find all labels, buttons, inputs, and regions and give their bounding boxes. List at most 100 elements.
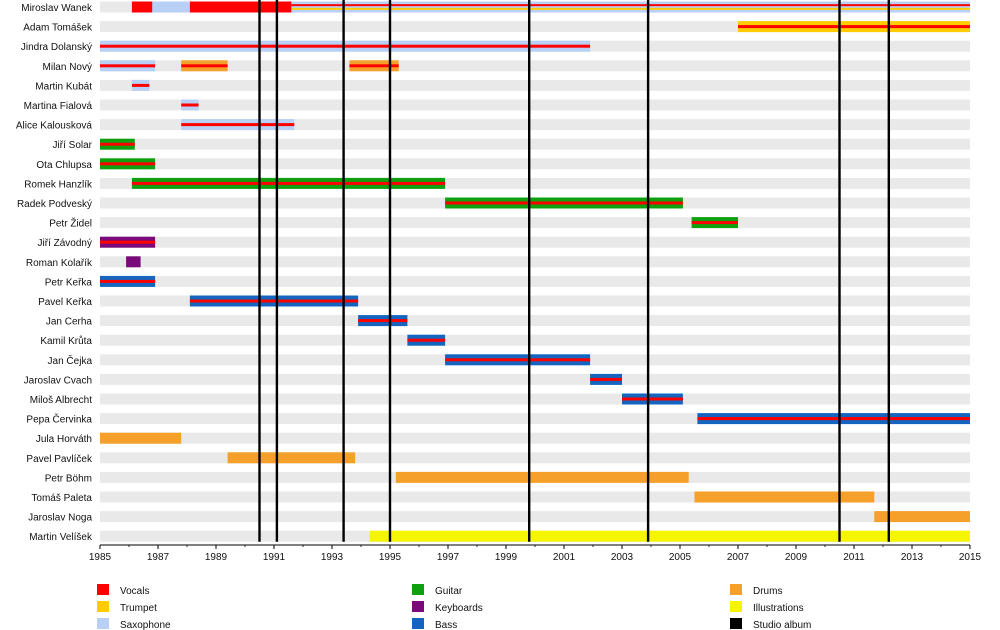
member-name-label: Ota Chlupsa xyxy=(36,160,92,171)
member-name-label: Jiří Solar xyxy=(53,140,93,151)
member-bar-drums xyxy=(395,471,689,483)
role-stripe-vocals xyxy=(590,377,622,381)
member-bar-drums xyxy=(227,452,356,464)
row-background xyxy=(100,21,970,33)
role-stripe-vocals xyxy=(131,181,446,185)
x-tick-label: 2009 xyxy=(785,552,808,563)
row-background xyxy=(100,79,970,91)
legend-swatch-saxophone xyxy=(97,618,109,629)
x-tick-label: 1997 xyxy=(437,552,460,563)
row-background xyxy=(100,511,970,523)
member-name-label: Miroslav Wanek xyxy=(21,3,93,14)
member-name-label: Jaroslav Cvach xyxy=(24,375,92,386)
row-background xyxy=(100,275,970,287)
role-stripe-vocals xyxy=(407,338,446,342)
x-tick-label: 1985 xyxy=(89,552,112,563)
role-stripe-vocals xyxy=(445,358,591,362)
member-name-label: Jiří Závodný xyxy=(38,238,92,249)
row-background xyxy=(100,315,970,327)
member-name-label: Jaroslav Noga xyxy=(28,513,92,524)
x-tick-label: 2001 xyxy=(553,552,576,563)
member-name-label: Petr Böhm xyxy=(45,473,92,484)
member-name-label: Pepa Červinka xyxy=(26,413,92,426)
member-bar-saxophone xyxy=(152,1,190,13)
x-tick-label: 2007 xyxy=(727,552,750,563)
row-background xyxy=(100,393,970,405)
member-bar-drums xyxy=(874,511,970,523)
row-background xyxy=(100,452,970,464)
role-stripe-vocals xyxy=(738,25,970,29)
role-stripe-vocals xyxy=(445,201,683,205)
member-bar-vocals xyxy=(131,1,292,13)
role-stripe-vocals xyxy=(349,64,399,68)
row-background xyxy=(100,334,970,346)
legend-swatch-vocals xyxy=(97,584,109,595)
legend-swatch-drums xyxy=(730,584,742,595)
member-name-label: Petr Židel xyxy=(49,217,92,230)
x-tick-label: 2003 xyxy=(611,552,634,563)
legend-label-guitar: Guitar xyxy=(435,586,463,597)
member-name-label: Alice Kalousková xyxy=(16,121,93,132)
member-name-label: Pavel Pavlíček xyxy=(26,454,93,465)
x-tick-label: 2013 xyxy=(901,552,924,563)
legend-swatch-trumpet xyxy=(97,601,109,612)
x-tick-label: 1999 xyxy=(495,552,518,563)
x-tick-label: 1995 xyxy=(379,552,402,563)
member-name-label: Milan Nový xyxy=(43,62,92,73)
legend-swatch-illustrations xyxy=(730,601,742,612)
member-bar-drums xyxy=(100,432,182,444)
legend-swatch-bass xyxy=(412,618,424,629)
role-stripe-vocals xyxy=(181,123,295,127)
legend-label-saxophone: Saxophone xyxy=(120,620,171,630)
x-tick-label: 2005 xyxy=(669,552,692,563)
member-name-label: Pavel Keřka xyxy=(38,297,92,308)
row-background xyxy=(100,138,970,150)
role-stripe-vocals xyxy=(100,279,156,283)
legend-label-vocals: Vocals xyxy=(120,586,149,597)
member-bar-saxophone xyxy=(291,1,970,13)
role-stripe-vocals xyxy=(131,83,150,87)
role-stripe-vocals xyxy=(100,142,135,146)
role-stripe-vocals xyxy=(181,64,228,68)
legend-label-trumpet: Trumpet xyxy=(120,603,157,614)
member-name-label: Roman Kolařík xyxy=(26,258,93,269)
legend-label-studio-album: Studio album xyxy=(753,620,811,630)
member-name-label: Miloš Albrecht xyxy=(30,395,92,406)
role-stripe-vocals xyxy=(622,397,683,401)
member-name-label: Jula Horváth xyxy=(36,434,92,445)
role-stripe-vocals xyxy=(697,417,970,421)
legend: Vocals Trumpet Saxophone Guitar Keyboards Bas… xyxy=(97,584,811,630)
row-background xyxy=(100,60,970,72)
row-background xyxy=(100,413,970,425)
member-name-label: Martin Velíšek xyxy=(29,532,93,543)
role-stripe-vocals xyxy=(291,4,970,7)
legend-label-bass: Bass xyxy=(435,620,457,630)
row-background xyxy=(100,373,970,385)
role-stripe-vocals xyxy=(100,162,156,166)
row-background xyxy=(100,256,970,268)
member-bar-illustrations xyxy=(369,530,970,542)
member-name-label: Tomáš Paleta xyxy=(31,493,92,504)
role-stripe-vocals xyxy=(358,319,408,323)
row-background xyxy=(100,177,970,189)
row-background xyxy=(100,491,970,503)
role-stripe-vocals xyxy=(100,44,591,48)
studio-album-lines xyxy=(258,0,890,542)
member-bars xyxy=(100,1,970,542)
x-tick-label: 1989 xyxy=(205,552,228,563)
x-tick-label: 1993 xyxy=(321,552,344,563)
role-stripe-vocals xyxy=(100,64,156,68)
legend-label-illustrations: Illustrations xyxy=(753,603,804,614)
role-stripe-vocals xyxy=(181,103,199,107)
row-background xyxy=(100,217,970,229)
legend-swatch-guitar xyxy=(412,584,424,595)
member-name-label: Martin Kubát xyxy=(35,81,92,92)
role-stripe-vocals xyxy=(100,240,156,244)
member-name-label: Jan Cerha xyxy=(46,317,93,328)
role-stripe-vocals xyxy=(189,299,359,303)
row-background xyxy=(100,158,970,170)
member-name-label: Martina Fialová xyxy=(24,101,93,112)
row-background xyxy=(100,119,970,131)
x-tick-label: 2015 xyxy=(959,552,982,563)
